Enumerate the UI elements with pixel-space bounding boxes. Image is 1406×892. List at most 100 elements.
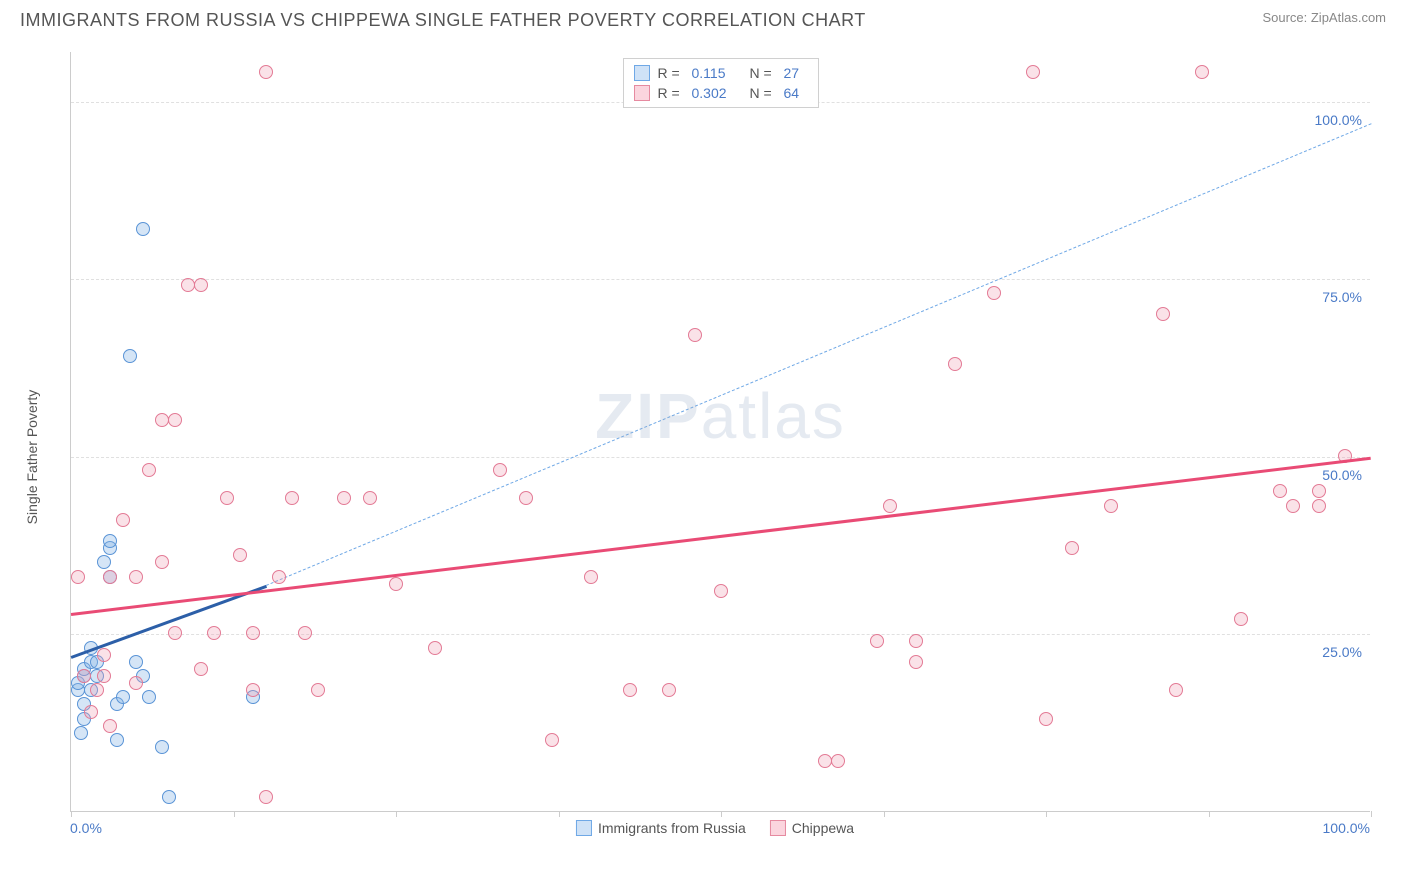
y-tick-label: 100.0% bbox=[1315, 112, 1362, 128]
legend-swatch-russia bbox=[634, 65, 650, 81]
data-point-chippewa bbox=[71, 570, 85, 584]
data-point-chippewa bbox=[77, 669, 91, 683]
legend-r-value-chippewa: 0.302 bbox=[692, 85, 742, 101]
data-point-chippewa bbox=[259, 65, 273, 79]
gridline bbox=[71, 279, 1370, 280]
data-point-chippewa bbox=[363, 491, 377, 505]
data-point-chippewa bbox=[1195, 65, 1209, 79]
legend-label-russia: Immigrants from Russia bbox=[598, 820, 746, 836]
gridline bbox=[71, 634, 1370, 635]
x-tick bbox=[396, 811, 397, 817]
data-point-chippewa bbox=[155, 413, 169, 427]
legend-n-label: N = bbox=[750, 85, 776, 101]
data-point-chippewa bbox=[584, 570, 598, 584]
data-point-chippewa bbox=[870, 634, 884, 648]
legend-r-label: R = bbox=[658, 85, 684, 101]
data-point-chippewa bbox=[662, 683, 676, 697]
data-point-chippewa bbox=[90, 683, 104, 697]
watermark: ZIPatlas bbox=[595, 379, 846, 453]
y-axis-title: Single Father Poverty bbox=[24, 390, 40, 525]
data-point-chippewa bbox=[948, 357, 962, 371]
data-point-chippewa bbox=[142, 463, 156, 477]
chart-container: Single Father Poverty ZIPatlas R = 0.115… bbox=[50, 52, 1380, 862]
data-point-chippewa bbox=[428, 641, 442, 655]
data-point-chippewa bbox=[103, 719, 117, 733]
data-point-chippewa bbox=[116, 513, 130, 527]
data-point-chippewa bbox=[246, 683, 260, 697]
data-point-chippewa bbox=[389, 577, 403, 591]
data-point-chippewa bbox=[1026, 65, 1040, 79]
data-point-chippewa bbox=[909, 655, 923, 669]
data-point-chippewa bbox=[194, 662, 208, 676]
data-point-chippewa bbox=[285, 491, 299, 505]
data-point-chippewa bbox=[129, 676, 143, 690]
legend-swatch-chippewa-bottom bbox=[770, 820, 786, 836]
gridline bbox=[71, 457, 1370, 458]
x-axis-min-label: 0.0% bbox=[70, 820, 102, 836]
data-point-russia bbox=[136, 222, 150, 236]
y-tick-label: 75.0% bbox=[1322, 289, 1362, 305]
data-point-chippewa bbox=[1286, 499, 1300, 513]
legend-row-russia: R = 0.115 N = 27 bbox=[634, 63, 808, 83]
data-point-chippewa bbox=[714, 584, 728, 598]
legend-swatch-chippewa bbox=[634, 85, 650, 101]
legend-item-russia: Immigrants from Russia bbox=[576, 820, 746, 836]
data-point-chippewa bbox=[545, 733, 559, 747]
data-point-russia bbox=[123, 349, 137, 363]
legend-n-label: N = bbox=[750, 65, 776, 81]
legend-correlation-box: R = 0.115 N = 27 R = 0.302 N = 64 bbox=[623, 58, 819, 108]
legend-item-chippewa: Chippewa bbox=[770, 820, 854, 836]
data-point-chippewa bbox=[1273, 484, 1287, 498]
data-point-chippewa bbox=[129, 570, 143, 584]
legend-label-chippewa: Chippewa bbox=[792, 820, 854, 836]
data-point-chippewa bbox=[1312, 484, 1326, 498]
data-point-chippewa bbox=[909, 634, 923, 648]
x-tick bbox=[721, 811, 722, 817]
data-point-chippewa bbox=[337, 491, 351, 505]
data-point-chippewa bbox=[493, 463, 507, 477]
trend-line bbox=[71, 585, 267, 658]
data-point-russia bbox=[162, 790, 176, 804]
data-point-chippewa bbox=[155, 555, 169, 569]
data-point-chippewa bbox=[519, 491, 533, 505]
data-point-chippewa bbox=[818, 754, 832, 768]
plot-area: ZIPatlas R = 0.115 N = 27 R = 0.302 N = … bbox=[70, 52, 1370, 812]
legend-row-chippewa: R = 0.302 N = 64 bbox=[634, 83, 808, 103]
chart-title: IMMIGRANTS FROM RUSSIA VS CHIPPEWA SINGL… bbox=[20, 10, 866, 31]
x-tick bbox=[1046, 811, 1047, 817]
data-point-chippewa bbox=[97, 648, 111, 662]
data-point-chippewa bbox=[688, 328, 702, 342]
data-point-chippewa bbox=[181, 278, 195, 292]
data-point-chippewa bbox=[84, 705, 98, 719]
data-point-chippewa bbox=[220, 491, 234, 505]
y-tick-label: 50.0% bbox=[1322, 467, 1362, 483]
y-tick-label: 25.0% bbox=[1322, 644, 1362, 660]
x-tick bbox=[559, 811, 560, 817]
data-point-chippewa bbox=[246, 626, 260, 640]
data-point-chippewa bbox=[298, 626, 312, 640]
data-point-chippewa bbox=[1169, 683, 1183, 697]
x-tick bbox=[234, 811, 235, 817]
data-point-chippewa bbox=[1065, 541, 1079, 555]
data-point-chippewa bbox=[207, 626, 221, 640]
legend-n-value-chippewa: 64 bbox=[784, 85, 808, 101]
data-point-chippewa bbox=[97, 669, 111, 683]
data-point-chippewa bbox=[103, 570, 117, 584]
x-axis-max-label: 100.0% bbox=[1323, 820, 1370, 836]
data-point-chippewa bbox=[987, 286, 1001, 300]
data-point-chippewa bbox=[1039, 712, 1053, 726]
legend-swatch-russia-bottom bbox=[576, 820, 592, 836]
data-point-chippewa bbox=[1234, 612, 1248, 626]
trend-line-extension bbox=[266, 123, 1371, 586]
data-point-chippewa bbox=[168, 413, 182, 427]
data-point-chippewa bbox=[1104, 499, 1118, 513]
data-point-chippewa bbox=[1156, 307, 1170, 321]
data-point-chippewa bbox=[883, 499, 897, 513]
data-point-chippewa bbox=[272, 570, 286, 584]
data-point-chippewa bbox=[168, 626, 182, 640]
x-tick bbox=[1371, 811, 1372, 817]
data-point-russia bbox=[97, 555, 111, 569]
chart-source: Source: ZipAtlas.com bbox=[1262, 10, 1386, 25]
legend-r-label: R = bbox=[658, 65, 684, 81]
data-point-russia bbox=[142, 690, 156, 704]
